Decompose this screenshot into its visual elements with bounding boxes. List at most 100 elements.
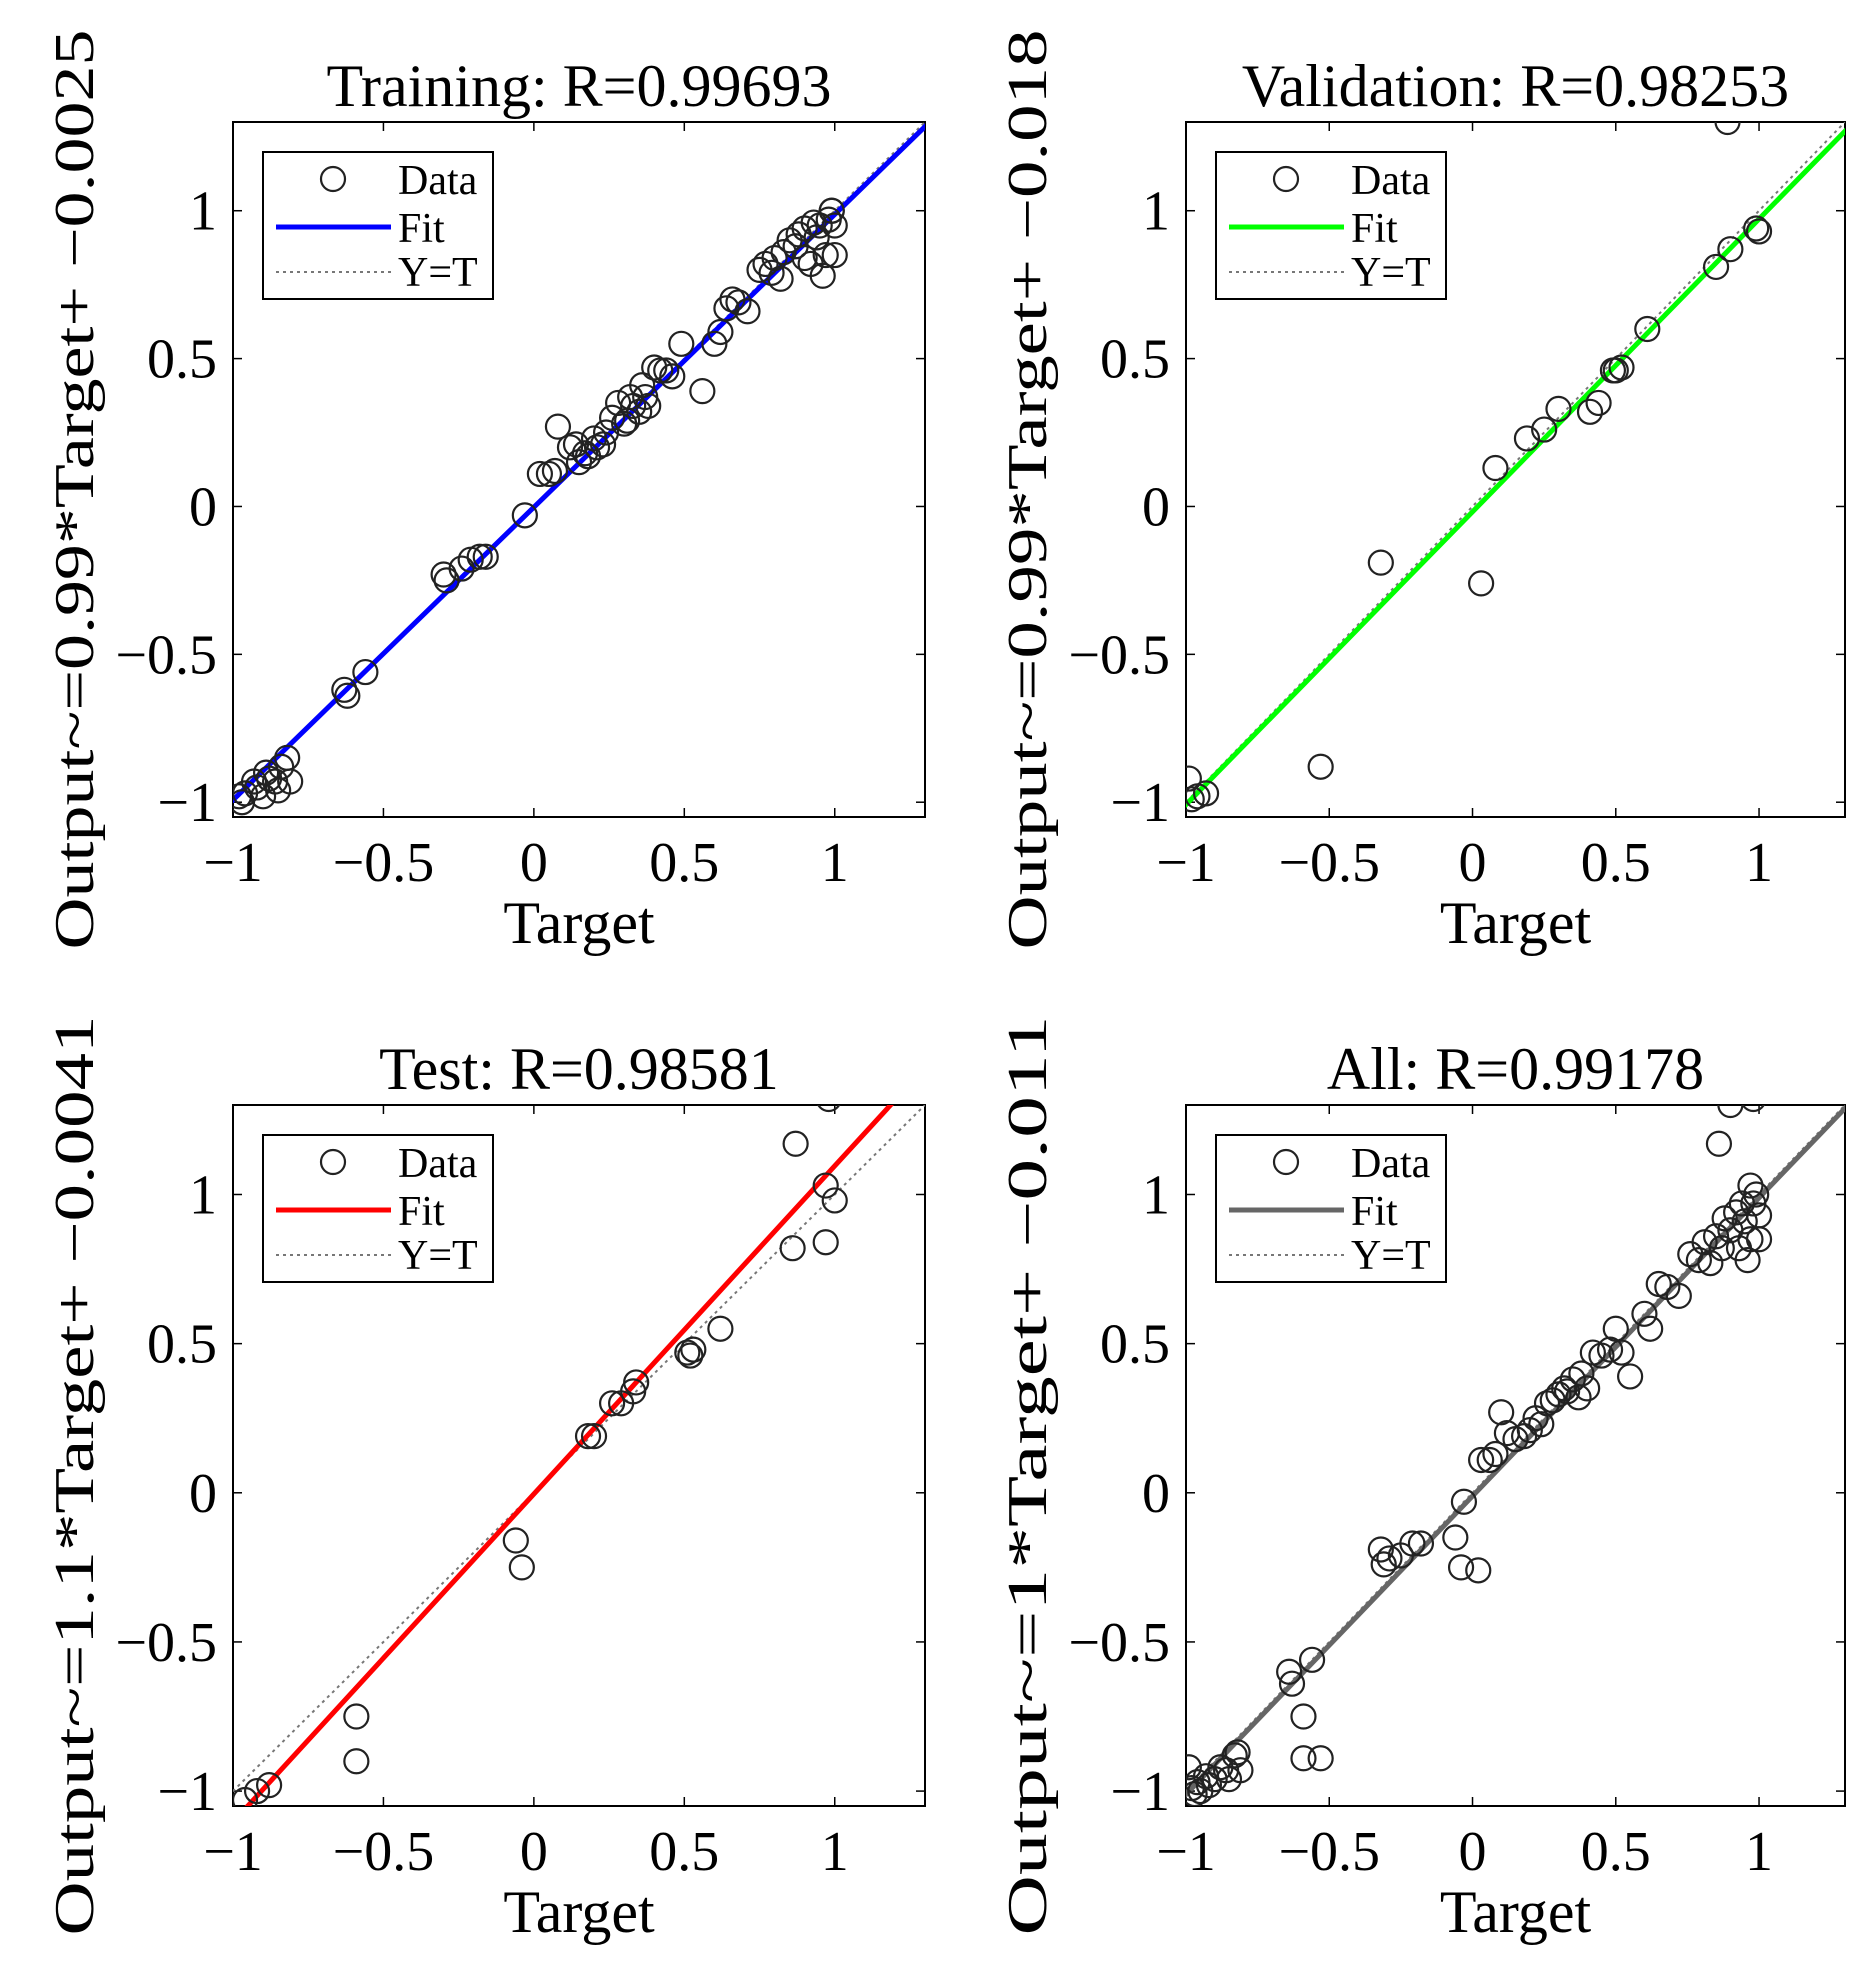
legend-yt-label: Y=T — [1351, 1233, 1431, 1279]
y-tick-label: 1 — [1142, 1164, 1170, 1226]
data-point — [689, 378, 716, 405]
data-point — [598, 404, 626, 431]
data-point — [821, 212, 848, 239]
data-point — [1608, 1339, 1635, 1366]
x-tick-label: 0.5 — [649, 832, 719, 894]
x-tick-label: −1 — [203, 1821, 263, 1883]
data-point — [1602, 357, 1629, 384]
data-point — [448, 555, 475, 582]
legend-fit-label: Fit — [398, 1189, 445, 1235]
data-point — [626, 398, 653, 425]
x-tick-label: −1 — [1156, 1821, 1216, 1883]
data-point — [1745, 218, 1773, 245]
y-tick-label: −0.5 — [1068, 1612, 1170, 1674]
legend-data-marker — [319, 165, 347, 193]
y-tick-label: 0.5 — [147, 1314, 217, 1376]
data-point — [674, 1339, 701, 1366]
data-point — [1227, 1757, 1254, 1784]
data-point — [541, 457, 569, 485]
data-point — [1717, 1105, 1744, 1119]
data-point — [812, 1172, 839, 1199]
data-point — [1717, 236, 1744, 263]
data-point — [1734, 1247, 1761, 1274]
x-tick-label: −0.5 — [333, 1821, 435, 1883]
y-tick-label: 1 — [1142, 181, 1170, 243]
data-point — [809, 262, 836, 289]
data-point — [1278, 1670, 1306, 1697]
data-point — [352, 658, 379, 686]
data-point — [252, 759, 280, 786]
data-point — [1528, 1411, 1555, 1438]
data-point — [466, 543, 493, 570]
data-point — [1576, 398, 1604, 425]
legend-yt-label: Y=T — [398, 250, 478, 296]
data-point — [1370, 1551, 1397, 1578]
data-point — [430, 561, 457, 588]
data-point — [1602, 1315, 1629, 1342]
data-point — [1442, 1524, 1469, 1551]
data-point — [1574, 1375, 1601, 1402]
y-tick-label: 0 — [189, 1463, 217, 1525]
legend-data-label: Data — [398, 158, 478, 204]
data-point — [817, 1105, 841, 1113]
data-point — [821, 1187, 848, 1214]
y-tick-label: 1 — [189, 181, 217, 243]
data-point — [526, 460, 553, 488]
data-point — [334, 682, 361, 709]
plot-area — [233, 122, 925, 816]
y-tick-label: −1 — [157, 1761, 217, 1823]
legend-yt-label: Y=T — [398, 1233, 478, 1279]
data-point — [343, 1748, 370, 1775]
data-point — [1186, 1754, 1202, 1781]
x-tick-label: 0.5 — [1581, 832, 1651, 894]
x-axis-label: Target — [503, 1879, 655, 1945]
y-tick-label: −0.5 — [115, 624, 217, 686]
data-point — [1705, 1130, 1733, 1157]
data-point — [1186, 786, 1205, 813]
y-tick-label: 0 — [1142, 1463, 1170, 1525]
x-tick-label: 0 — [1459, 1821, 1487, 1883]
y-equals-t-line — [233, 1105, 925, 1793]
x-tick-label: −0.5 — [1278, 832, 1380, 894]
x-tick-label: −0.5 — [1278, 1821, 1380, 1883]
plot-area — [1186, 122, 1845, 813]
data-point — [1468, 570, 1495, 597]
data-point — [1743, 215, 1770, 242]
data-point — [277, 768, 304, 795]
data-point — [1482, 1440, 1509, 1468]
x-tick-label: −1 — [1156, 832, 1216, 894]
x-tick-label: 0.5 — [1581, 1821, 1651, 1883]
data-point — [1468, 1446, 1495, 1474]
data-point — [701, 330, 728, 357]
data-point — [1608, 354, 1635, 381]
legend-data-label: Data — [1351, 1141, 1431, 1187]
data-point — [800, 209, 827, 236]
data-point — [1367, 549, 1394, 576]
x-axis-label: Target — [503, 890, 655, 956]
chart-title: Validation: R=0.98253 — [1242, 53, 1789, 119]
y-tick-label: −1 — [1110, 1761, 1170, 1823]
data-point — [1568, 1360, 1595, 1387]
x-tick-label: 0 — [520, 1821, 548, 1883]
data-point — [1743, 1181, 1770, 1208]
y-tick-label: −0.5 — [115, 1612, 217, 1674]
legend-data-label: Data — [398, 1141, 478, 1187]
data-point — [1714, 122, 1741, 136]
data-point — [635, 392, 662, 420]
data-point — [565, 449, 593, 476]
y-axis-label: Output~=0.99*Target+ −0.018 — [997, 30, 1059, 950]
data-point — [1186, 765, 1202, 792]
y-tick-label: 0.5 — [1100, 1314, 1170, 1376]
fit-line — [1186, 127, 1845, 809]
data-point — [1531, 416, 1558, 443]
data-point — [598, 1390, 626, 1417]
data-point — [818, 197, 845, 224]
plot-area — [1186, 1105, 1845, 1806]
data-point — [1596, 1336, 1624, 1363]
x-tick-label: 1 — [1745, 1821, 1773, 1883]
x-axis-label: Target — [1440, 890, 1592, 956]
